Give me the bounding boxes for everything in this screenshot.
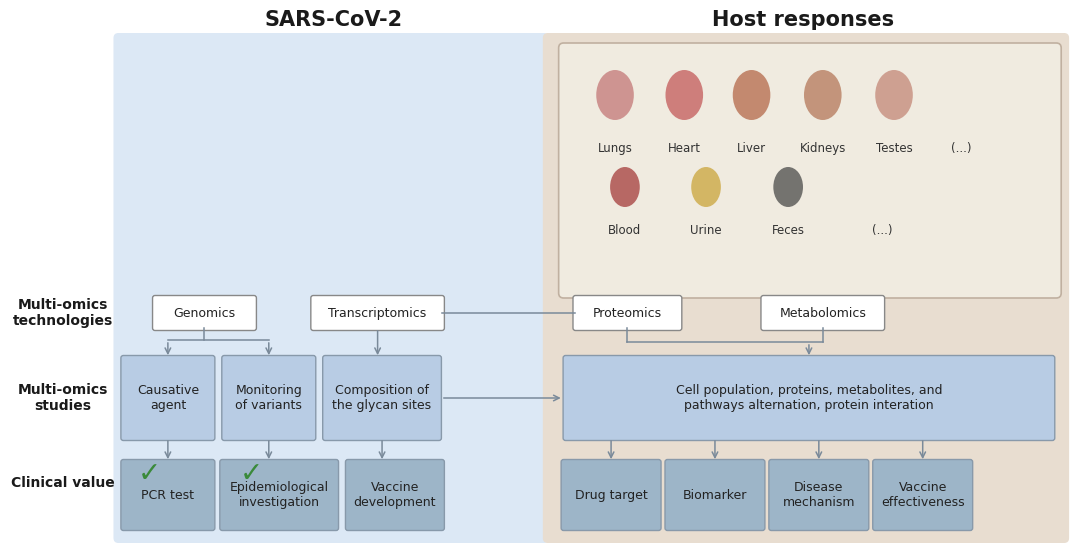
Text: Clinical value: Clinical value (11, 476, 114, 490)
Ellipse shape (732, 70, 770, 120)
Ellipse shape (875, 70, 913, 120)
Text: Blood: Blood (608, 224, 642, 236)
Text: Multi-omics
studies: Multi-omics studies (18, 383, 108, 413)
Ellipse shape (691, 167, 720, 207)
FancyBboxPatch shape (665, 459, 765, 530)
Text: PCR test: PCR test (141, 489, 194, 502)
Text: Urine: Urine (690, 224, 721, 236)
FancyBboxPatch shape (346, 459, 444, 530)
Text: Vaccine
effectiveness: Vaccine effectiveness (881, 481, 964, 509)
FancyBboxPatch shape (323, 355, 442, 440)
FancyBboxPatch shape (562, 459, 661, 530)
FancyBboxPatch shape (873, 459, 973, 530)
Text: Kidneys: Kidneys (799, 141, 846, 155)
Text: Biomarker: Biomarker (683, 489, 747, 502)
Text: Proteomics: Proteomics (593, 306, 662, 320)
Text: SARS-CoV-2: SARS-CoV-2 (264, 10, 402, 30)
FancyBboxPatch shape (121, 355, 215, 440)
FancyBboxPatch shape (558, 43, 1062, 298)
Text: Cell population, proteins, metabolites, and
pathways alternation, protein intera: Cell population, proteins, metabolites, … (676, 384, 942, 412)
FancyBboxPatch shape (152, 295, 256, 330)
FancyBboxPatch shape (543, 33, 1069, 543)
Text: Multi-omics
technologies: Multi-omics technologies (13, 298, 113, 328)
Text: Feces: Feces (772, 224, 805, 236)
Text: Monitoring
of variants: Monitoring of variants (235, 384, 302, 412)
Text: Genomics: Genomics (174, 306, 235, 320)
Text: (...): (...) (951, 141, 972, 155)
Text: (...): (...) (872, 224, 892, 236)
Text: ✓: ✓ (138, 460, 161, 488)
Ellipse shape (596, 70, 634, 120)
Ellipse shape (610, 167, 639, 207)
Text: Host responses: Host responses (712, 10, 894, 30)
Ellipse shape (804, 70, 841, 120)
FancyBboxPatch shape (769, 459, 868, 530)
FancyBboxPatch shape (573, 295, 681, 330)
Text: Liver: Liver (737, 141, 766, 155)
Text: Causative
agent: Causative agent (137, 384, 199, 412)
Text: Transcriptomics: Transcriptomics (328, 306, 427, 320)
Text: Metabolomics: Metabolomics (780, 306, 866, 320)
Text: Composition of
the glycan sites: Composition of the glycan sites (333, 384, 432, 412)
FancyBboxPatch shape (113, 33, 549, 543)
Text: Vaccine
development: Vaccine development (353, 481, 436, 509)
Text: Lungs: Lungs (597, 141, 633, 155)
FancyBboxPatch shape (220, 459, 338, 530)
Ellipse shape (665, 70, 703, 120)
Text: Drug target: Drug target (575, 489, 647, 502)
FancyBboxPatch shape (311, 295, 444, 330)
FancyBboxPatch shape (121, 459, 215, 530)
Text: Testes: Testes (876, 141, 913, 155)
Text: Heart: Heart (667, 141, 701, 155)
Ellipse shape (773, 167, 804, 207)
FancyBboxPatch shape (221, 355, 315, 440)
Text: Disease
mechanism: Disease mechanism (783, 481, 855, 509)
Text: Epidemiological
investigation: Epidemiological investigation (230, 481, 328, 509)
FancyBboxPatch shape (563, 355, 1055, 440)
FancyBboxPatch shape (761, 295, 885, 330)
Text: ✓: ✓ (240, 460, 262, 488)
